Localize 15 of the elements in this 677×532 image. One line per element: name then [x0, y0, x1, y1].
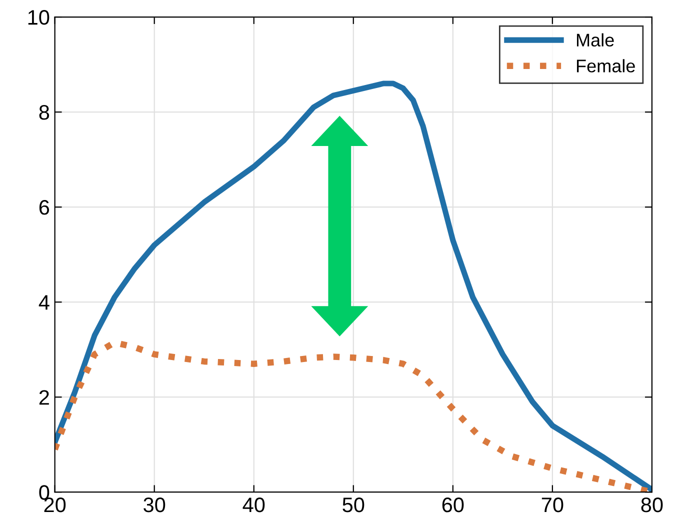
- x-tick-label: 30: [144, 498, 166, 512]
- x-tick-label: 70: [542, 498, 564, 512]
- x-tick-label: 60: [442, 498, 464, 512]
- x-tick-label: 50: [342, 498, 364, 512]
- x-tick-label: 20: [44, 498, 66, 512]
- x-tick-label: 40: [242, 498, 265, 512]
- y-tick-label: 0: [39, 485, 50, 500]
- y-tick-label: 2: [39, 390, 49, 405]
- legend-label: Female: [576, 59, 635, 72]
- legend-label: Male: [576, 33, 614, 47]
- y-tick-label: 10: [28, 10, 50, 25]
- y-tick-label: 6: [39, 200, 50, 215]
- y-tick-label: 8: [39, 105, 50, 120]
- y-tick-label: 4: [38, 295, 50, 310]
- x-tick-label: 80: [641, 498, 663, 512]
